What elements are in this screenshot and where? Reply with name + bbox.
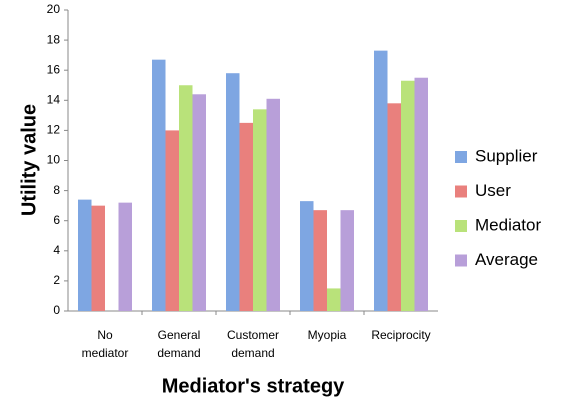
bar: [300, 201, 314, 311]
y-tick-label: 18: [47, 32, 61, 46]
x-tick-label: No mediator: [82, 328, 129, 360]
y-tick-label: 8: [53, 183, 60, 197]
y-tick-label: 0: [53, 303, 60, 317]
bar: [78, 199, 92, 311]
bar: [414, 77, 428, 311]
bar: [313, 210, 327, 311]
x-tick-label: General demand: [157, 328, 200, 360]
bar: [152, 59, 166, 311]
y-tick-label: 10: [47, 153, 61, 167]
bar: [401, 80, 415, 311]
bar: [179, 85, 193, 311]
x-axis-label: Mediator's strategy: [162, 375, 345, 397]
bar: [165, 130, 179, 311]
bar: [253, 109, 267, 311]
bar: [374, 50, 388, 311]
bar: [192, 94, 206, 311]
legend-label: Mediator: [475, 215, 541, 234]
y-tick-label: 4: [53, 243, 60, 257]
bar: [327, 288, 341, 311]
y-tick-label: 6: [53, 213, 60, 227]
legend-label: Average: [475, 250, 538, 269]
bar: [266, 98, 280, 311]
legend-swatch: [455, 220, 467, 232]
bar: [91, 205, 105, 311]
legend-label: User: [475, 181, 511, 200]
bar: [226, 73, 240, 312]
legend-swatch: [455, 254, 467, 267]
legend-swatch: [455, 185, 467, 198]
x-tick-label: Reciprocity: [371, 328, 430, 342]
y-tick-label: 14: [47, 92, 61, 106]
bar: [340, 210, 354, 311]
x-tick-label: Myopia: [308, 328, 347, 342]
y-tick-label: 12: [47, 123, 61, 137]
bar: [239, 122, 253, 311]
y-tick-label: 16: [47, 62, 61, 76]
x-tick-label: Customer demand: [227, 328, 279, 360]
y-tick-label: 2: [53, 273, 60, 287]
bar: [118, 202, 132, 311]
legend-label: Supplier: [475, 146, 538, 165]
legend-swatch: [455, 151, 467, 163]
bar: [387, 103, 401, 311]
y-axis-label: Utility value: [18, 104, 40, 216]
y-tick-label: 20: [47, 2, 61, 16]
